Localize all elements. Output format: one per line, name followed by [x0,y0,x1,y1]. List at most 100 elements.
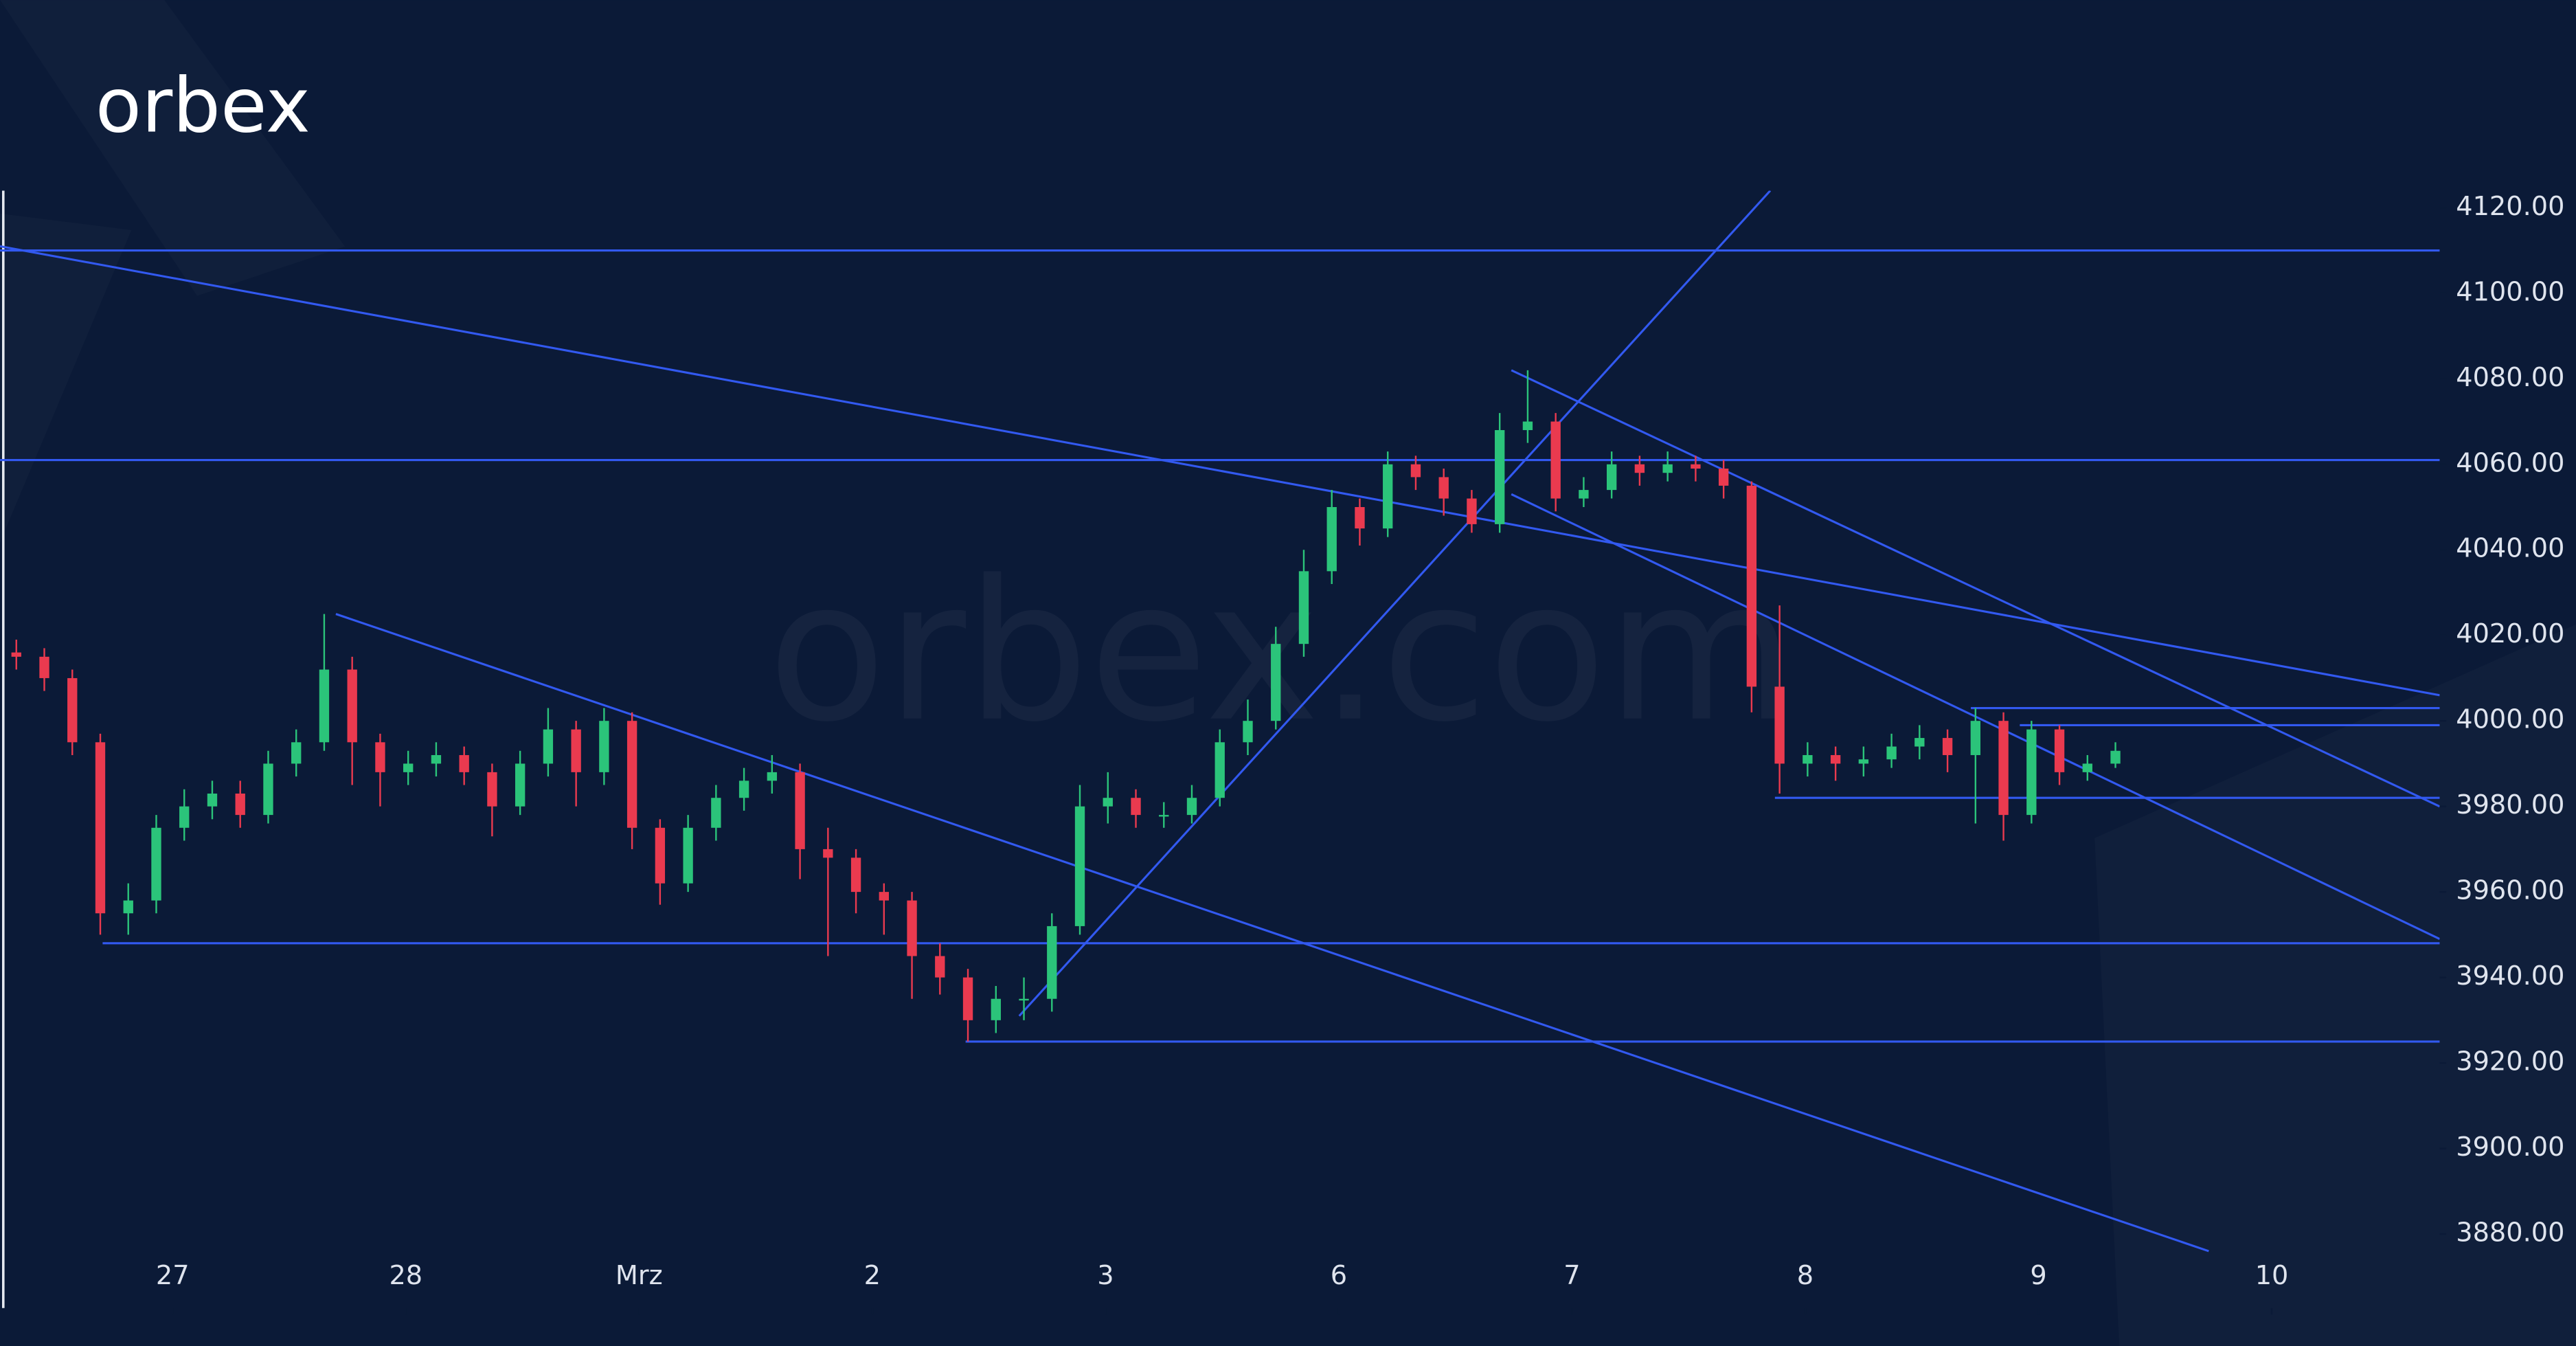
candle-body [1746,485,1757,687]
x-tick-label: 9 [2030,1260,2046,1291]
candle-body [2082,763,2092,772]
candle-body [1074,806,1085,926]
candle-body [991,998,1001,1020]
plot-area [0,190,2440,1253]
candle-body [1634,464,1645,473]
candle-body [319,669,330,743]
candle-body [655,827,666,884]
candle-body [1942,738,1953,755]
candle-body [1774,686,1785,764]
candle-body [1186,798,1197,816]
trend-line [1018,190,1772,1017]
y-tick-label: 4000.00 [2456,704,2564,735]
candle-body [1103,798,1113,807]
candle-body [1579,490,1589,499]
candle-body [1326,507,1337,572]
y-tick-label: 4100.00 [2456,276,2564,307]
candle-body [1214,742,1225,798]
trend-line [335,613,2209,1253]
candle-body [935,956,945,978]
x-tick-label: 28 [389,1260,422,1291]
candle-body [711,798,721,828]
candle-body [879,892,889,901]
candle-body [1159,815,1169,817]
candle-body [263,763,273,816]
candle-body [599,721,609,772]
candle-body [1886,746,1897,760]
candle-body [1383,464,1393,529]
candle-body [962,977,973,1020]
candle-body [1830,754,1841,764]
y-tick-label: 3920.00 [2456,1046,2564,1077]
candle-body [375,742,385,772]
candle-body [1298,571,1309,644]
candle-body [767,772,778,781]
x-tick-label: 8 [1797,1260,1814,1291]
candle-body [683,827,693,884]
watermark: orbex.com [767,539,1795,765]
candle-body [1243,721,1253,743]
candle-body [850,857,861,893]
candle-body [1019,998,1029,1001]
candle-body [179,806,190,828]
candle-body [39,656,49,678]
candle-body [487,772,497,807]
candle-body [1271,644,1281,721]
candle-body [1691,464,1701,469]
candle-body [1718,468,1729,486]
candle-body [1467,498,1477,524]
candle-body [1970,721,1981,755]
candle-body [1998,721,2009,816]
candle-body [1606,464,1617,491]
candle-body [2026,729,2037,816]
candle-body [347,669,357,743]
x-tick-label: 27 [156,1260,190,1291]
candle-body [571,729,581,772]
trend-line [0,245,2440,697]
candle-body [626,721,637,828]
x-tick-label: 7 [1563,1260,1580,1291]
candle-body [1410,464,1421,478]
y-tick-label: 4120.00 [2456,191,2564,222]
x-tick-label: 10 [2255,1260,2289,1291]
candle-body [1662,464,1673,473]
candle-body [1522,421,1533,430]
candle-body [459,754,469,772]
y-tick-label: 3960.00 [2456,875,2564,906]
candle-body [1438,477,1449,499]
y-tick-label: 4060.00 [2456,447,2564,478]
candle-body [823,849,833,858]
candle-body [795,772,805,849]
candle-body [1858,759,1869,764]
x-tick-label: 6 [1331,1260,1347,1291]
x-tick-label: 3 [1097,1260,1114,1291]
candle-body [1914,738,1925,747]
candle-body [291,742,302,764]
candle-body [403,763,414,772]
candle-body [738,781,749,798]
candle-body [1803,754,1813,764]
candle-body [1047,926,1057,999]
trend-line [1511,369,2440,808]
candle-body [1550,421,1561,499]
x-tick-label: Mrz [615,1260,663,1291]
logo: orbex [95,61,310,149]
candle-body [515,763,526,807]
candle-body [431,754,442,764]
candle-body [1495,429,1505,524]
candle-body [235,793,245,816]
candle-body [2054,729,2065,772]
y-tick-label: 4080.00 [2456,362,2564,393]
candle-body [123,900,133,914]
y-tick-label: 3900.00 [2456,1132,2564,1163]
candle-body [95,742,106,914]
y-tick-label: 4040.00 [2456,533,2564,564]
candle-body [67,677,78,743]
y-tick-label: 4020.00 [2456,618,2564,649]
candle-body [151,827,161,901]
y-tick-label: 3980.00 [2456,789,2564,820]
candle-body [207,793,218,807]
